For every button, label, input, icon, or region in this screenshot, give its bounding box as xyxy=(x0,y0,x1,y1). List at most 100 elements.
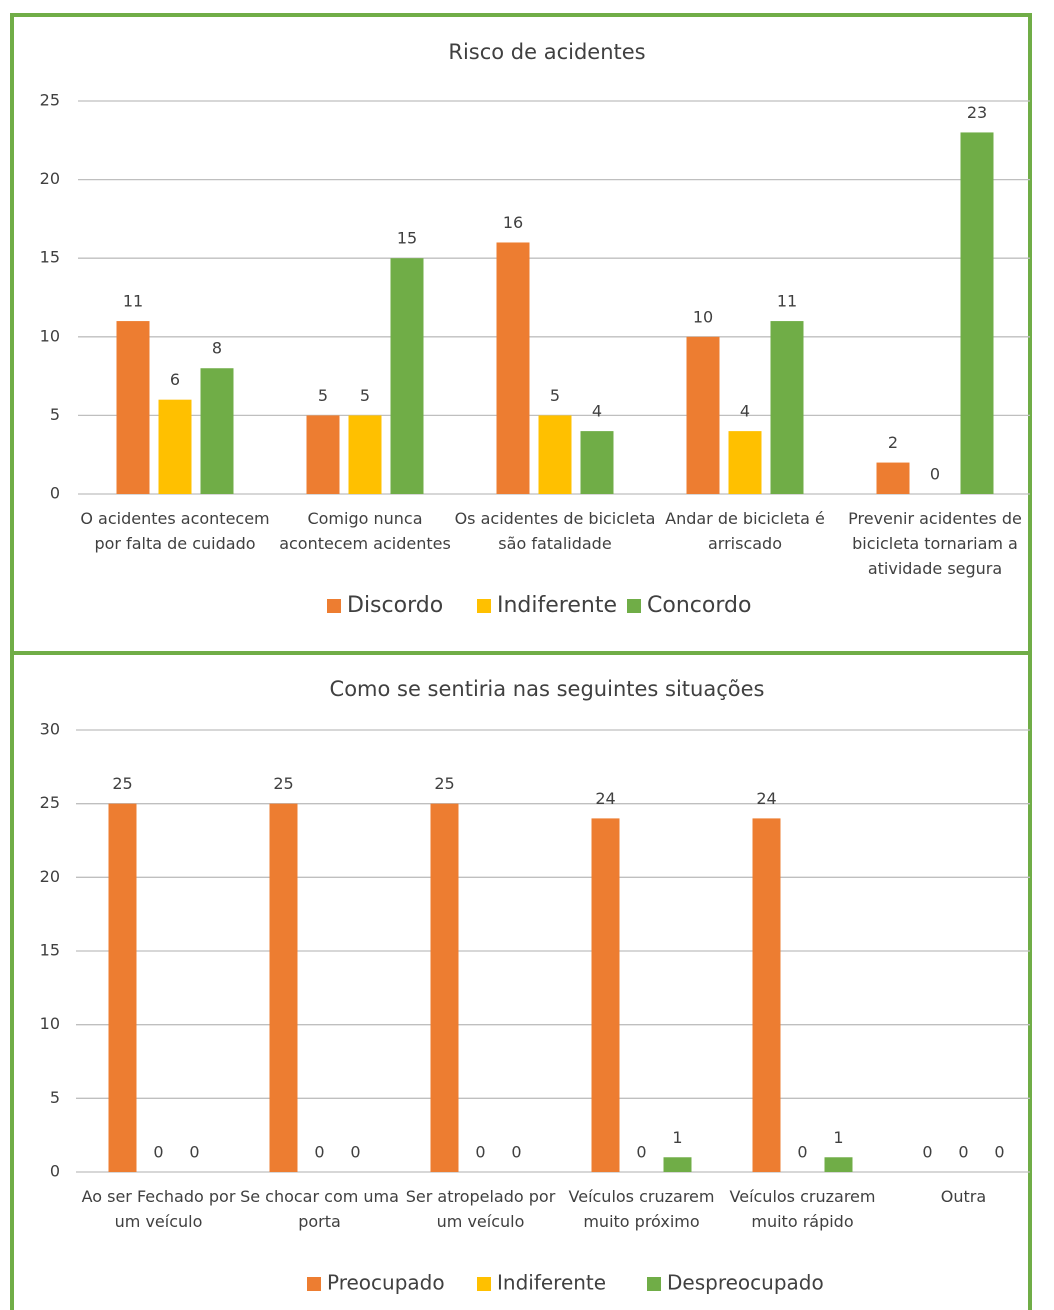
legend-swatch xyxy=(327,599,341,613)
bar xyxy=(729,431,762,494)
frame xyxy=(12,15,1030,1310)
data-label: 24 xyxy=(595,789,615,808)
data-label: 15 xyxy=(397,229,417,248)
y-tick-label: 15 xyxy=(40,941,60,960)
x-tick-label: Outra xyxy=(877,1184,1050,1209)
bar xyxy=(825,1157,853,1172)
x-tick-label: Ser atropelado por um veículo xyxy=(394,1184,567,1234)
y-tick-label: 5 xyxy=(50,1088,60,1107)
data-label: 11 xyxy=(777,292,797,311)
bar xyxy=(109,804,137,1172)
data-label: 5 xyxy=(550,386,560,405)
legend-swatch xyxy=(647,1277,661,1291)
chart-title: Como se sentiria nas seguintes situações xyxy=(330,677,765,701)
y-tick-label: 30 xyxy=(40,720,60,739)
data-label: 0 xyxy=(994,1143,1004,1162)
legend-label: Discordo xyxy=(347,593,443,618)
bar xyxy=(431,804,459,1172)
data-label: 10 xyxy=(693,307,713,326)
y-tick-label: 10 xyxy=(40,326,60,345)
x-tick-label-box: Veículos cruzarem muito próximo xyxy=(555,1184,728,1264)
legend-label: Indiferente xyxy=(497,593,617,618)
data-label: 25 xyxy=(273,774,293,793)
legend-label: Concordo xyxy=(647,593,751,618)
x-tick-label: O acidentes acontecem por falta de cuida… xyxy=(74,506,276,556)
data-label: 0 xyxy=(636,1143,646,1162)
legend-swatch xyxy=(627,599,641,613)
data-label: 0 xyxy=(922,1143,932,1162)
y-tick-label: 25 xyxy=(40,91,60,110)
x-tick-label: Veículos cruzarem muito rápido xyxy=(716,1184,889,1234)
bar xyxy=(581,431,614,494)
bar xyxy=(961,132,994,494)
x-tick-label-box: Ser atropelado por um veículo xyxy=(394,1184,567,1264)
y-tick-label: 20 xyxy=(40,169,60,188)
legend-label: Indiferente xyxy=(497,1271,606,1295)
bar xyxy=(497,242,530,494)
bar xyxy=(877,463,910,494)
data-label: 4 xyxy=(592,402,602,421)
bar xyxy=(307,415,340,494)
data-label: 0 xyxy=(314,1143,324,1162)
data-label: 5 xyxy=(318,386,328,405)
x-tick-label: Andar de bicicleta é arriscado xyxy=(644,506,846,556)
x-tick-label-box: Veículos cruzarem muito rápido xyxy=(716,1184,889,1264)
x-tick-label-box: Andar de bicicleta é arriscado xyxy=(644,506,846,586)
y-tick-label: 15 xyxy=(40,248,60,267)
data-label: 11 xyxy=(123,292,143,311)
x-tick-label-box: Os acidentes de bicicleta são fatalidade xyxy=(454,506,656,586)
bar xyxy=(753,818,781,1172)
data-label: 25 xyxy=(112,774,132,793)
x-tick-label: Veículos cruzarem muito próximo xyxy=(555,1184,728,1234)
infographic: Risco de acidentes0510152025O acidentes … xyxy=(0,0,1054,1310)
data-label: 6 xyxy=(170,370,180,389)
data-label: 0 xyxy=(189,1143,199,1162)
page: Risco de acidentes0510152025O acidentes … xyxy=(0,0,1054,1310)
data-label: 1 xyxy=(672,1128,682,1147)
data-label: 0 xyxy=(930,465,940,484)
bar xyxy=(159,400,192,494)
bar xyxy=(349,415,382,494)
y-tick-label: 5 xyxy=(50,405,60,424)
y-tick-label: 10 xyxy=(40,1014,60,1033)
data-label: 0 xyxy=(797,1143,807,1162)
data-label: 0 xyxy=(350,1143,360,1162)
x-tick-label-box: O acidentes acontecem por falta de cuida… xyxy=(74,506,276,586)
legend-label: Preocupado xyxy=(327,1271,445,1295)
bar xyxy=(539,415,572,494)
data-label: 24 xyxy=(756,789,776,808)
bar xyxy=(687,337,720,494)
bar xyxy=(664,1157,692,1172)
x-tick-label-box: Prevenir acidentes de bicicleta tornaria… xyxy=(834,506,1036,586)
data-label: 2 xyxy=(888,433,898,452)
x-tick-label-box: Ao ser Fechado por um veículo xyxy=(72,1184,245,1264)
y-tick-label: 0 xyxy=(50,484,60,503)
data-label: 0 xyxy=(475,1143,485,1162)
legend-swatch xyxy=(477,1277,491,1291)
data-label: 0 xyxy=(511,1143,521,1162)
data-label: 23 xyxy=(967,103,987,122)
bar xyxy=(201,368,234,494)
bar xyxy=(771,321,804,494)
data-label: 8 xyxy=(212,339,222,358)
data-label: 0 xyxy=(153,1143,163,1162)
x-tick-label: Prevenir acidentes de bicicleta tornaria… xyxy=(834,506,1036,581)
bar xyxy=(391,258,424,494)
data-label: 16 xyxy=(503,213,523,232)
legend-label: Despreocupado xyxy=(667,1271,824,1295)
data-label: 5 xyxy=(360,386,370,405)
x-tick-label: Se chocar com uma porta xyxy=(233,1184,406,1234)
x-tick-label: Comigo nunca acontecem acidentes xyxy=(264,506,466,556)
bar xyxy=(592,818,620,1172)
bar xyxy=(270,804,298,1172)
x-tick-label-box: Se chocar com uma porta xyxy=(233,1184,406,1264)
chart-title: Risco de acidentes xyxy=(448,40,645,64)
y-tick-label: 20 xyxy=(40,867,60,886)
data-label: 25 xyxy=(434,774,454,793)
x-tick-label: Ao ser Fechado por um veículo xyxy=(72,1184,245,1234)
x-tick-label-box: Comigo nunca acontecem acidentes xyxy=(264,506,466,586)
x-tick-label: Os acidentes de bicicleta são fatalidade xyxy=(454,506,656,556)
data-label: 0 xyxy=(958,1143,968,1162)
legend-swatch xyxy=(477,599,491,613)
data-label: 1 xyxy=(833,1128,843,1147)
